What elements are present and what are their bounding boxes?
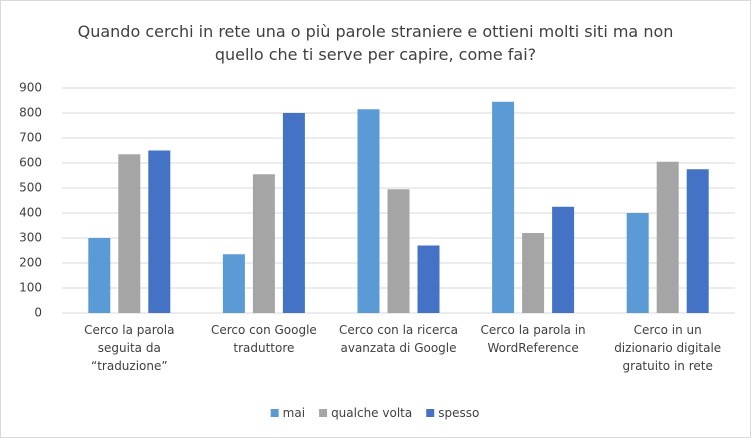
x-tick-label-line: avanzata di Google: [340, 341, 456, 355]
legend-label: mai: [283, 406, 305, 420]
x-tick-label: Cerco la parola seguita da “traduzione”: [84, 323, 174, 373]
x-tick-label-line: Cerco in un: [634, 323, 702, 337]
x-tick-label-line: gratuito in rete: [623, 359, 713, 373]
bar: [686, 169, 709, 313]
x-tick-label-line: Cerco la parola in: [481, 323, 586, 337]
x-tick-label: Cerco la parola in WordReference: [481, 323, 586, 355]
bar: [522, 233, 545, 313]
x-tick-label-line: “traduzione”: [91, 359, 168, 373]
bar: [656, 161, 679, 313]
x-tick-label: Cerco con Google traduttore: [211, 323, 317, 355]
legend-label: qualche volta: [331, 406, 412, 420]
legend-swatch: [319, 409, 328, 417]
x-tick-label-line: Cerco con la ricerca: [339, 323, 458, 337]
legend-swatch: [426, 409, 435, 417]
x-tick-label: Cerco con la ricerca avanzata di Google: [339, 323, 458, 355]
bar: [118, 154, 141, 313]
bar: [222, 254, 245, 313]
x-tick-label-line: Cerco la parola: [84, 323, 174, 337]
x-tick-label-line: dizionario digitale: [614, 341, 721, 355]
y-tick-label: 800: [19, 106, 42, 120]
bar: [417, 245, 440, 313]
y-tick-label: 500: [19, 181, 42, 195]
chart-title: Quando cerchi in rete una o più parole s…: [77, 22, 674, 64]
y-tick-label: 300: [19, 231, 42, 245]
bar: [357, 109, 380, 313]
y-tick-label: 0: [34, 306, 42, 320]
bar: [282, 113, 305, 313]
bar: [148, 150, 171, 313]
x-tick-label-line: seguita da: [98, 341, 161, 355]
legend-label: spesso: [438, 406, 479, 420]
x-tick-label-line: WordReference: [487, 341, 578, 355]
legend-swatch: [270, 409, 279, 417]
bar: [626, 213, 649, 313]
y-tick-label: 200: [19, 256, 42, 270]
bar: [552, 206, 575, 313]
y-tick-label: 400: [19, 206, 42, 220]
y-tick-label: 600: [19, 156, 42, 170]
y-tick-label: 700: [19, 131, 42, 145]
y-tick-label: 900: [19, 81, 42, 95]
x-tick-label-line: Cerco con Google: [211, 323, 317, 337]
x-tick-label-line: traduttore: [233, 341, 294, 355]
bar: [387, 189, 410, 313]
bar: [88, 238, 111, 313]
y-tick-label: 100: [19, 281, 42, 295]
x-tick-label: Cerco in un dizionario digitale gratuito i…: [614, 323, 721, 373]
bar: [492, 101, 515, 313]
bar: [252, 174, 275, 313]
